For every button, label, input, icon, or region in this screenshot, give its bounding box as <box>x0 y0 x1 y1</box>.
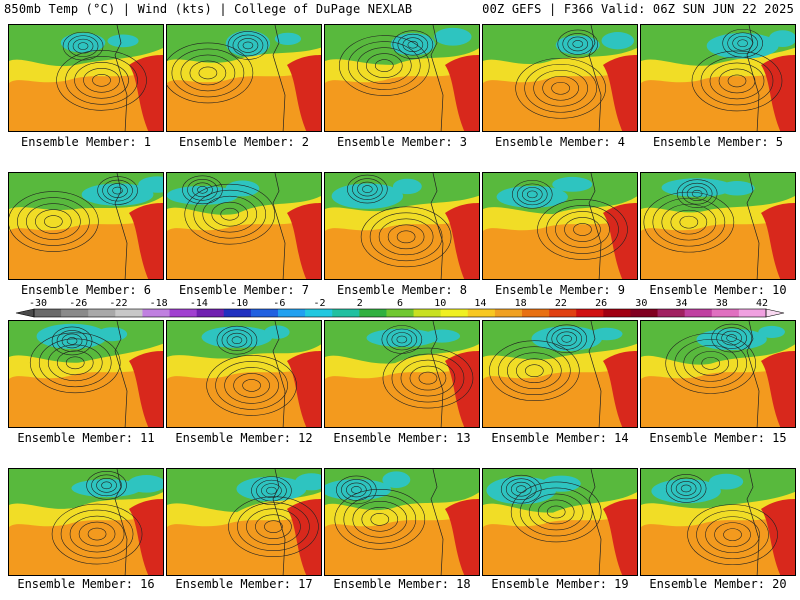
colorbar-tick-label: -26 <box>69 298 88 309</box>
colorbar-tick-label: 18 <box>514 298 527 309</box>
colorbar-min-arrow <box>15 308 35 318</box>
ensemble-map-panel <box>640 172 796 280</box>
ensemble-map-panel <box>482 468 638 576</box>
colorbar-swatch <box>332 309 360 317</box>
colorbar-tick-label: 30 <box>635 298 648 309</box>
colorbar-tick-label: -2 <box>313 298 326 309</box>
colorbar-swatch <box>196 309 225 317</box>
colorbar-tick-label: -10 <box>230 298 249 309</box>
ensemble-map-panel <box>324 24 480 132</box>
ensemble-member-label: Ensemble Member: 14 <box>491 431 629 445</box>
colorbar-max-arrow <box>765 308 785 318</box>
colorbar-tick-label: 38 <box>715 298 728 309</box>
temperature-colorbar <box>15 308 785 318</box>
ensemble-map-panel <box>640 320 796 428</box>
ensemble-map-panel <box>482 320 638 428</box>
header-title-left: 850mb Temp (°C) | Wind (kts) | College o… <box>4 2 413 16</box>
colorbar-swatch <box>522 309 550 317</box>
colorbar-tick-label: -18 <box>149 298 168 309</box>
colorbar-swatch <box>684 309 713 317</box>
ensemble-map-panel <box>324 320 480 428</box>
colorbar-swatch <box>603 309 631 317</box>
ensemble-map-panel <box>324 172 480 280</box>
colorbar-tick-label: 22 <box>554 298 567 309</box>
ensemble-map-panel <box>8 320 164 428</box>
colorbar-tick-label: 42 <box>755 298 769 309</box>
colorbar-swatch <box>223 309 252 317</box>
colorbar-tick-label: -30 <box>28 298 48 309</box>
ensemble-member-label: Ensemble Member: 6 <box>20 283 152 297</box>
colorbar-swatch <box>142 309 171 317</box>
colorbar-swatch <box>305 309 333 317</box>
ensemble-map-panel <box>166 24 322 132</box>
ensemble-member-label: Ensemble Member: 15 <box>649 431 787 445</box>
colorbar-swatch <box>576 309 604 317</box>
ensemble-member-label: Ensemble Member: 4 <box>494 135 626 149</box>
colorbar-swatch <box>467 309 496 317</box>
colorbar-swatch <box>386 309 415 317</box>
ensemble-map-panel <box>640 24 796 132</box>
colorbar-tick-label: 10 <box>434 298 447 309</box>
colorbar-tick-label: -14 <box>189 298 208 309</box>
colorbar-tick-label: -22 <box>109 298 128 309</box>
colorbar-swatch <box>711 309 740 317</box>
ensemble-member-label: Ensemble Member: 18 <box>333 577 471 591</box>
ensemble-member-label: Ensemble Member: 1 <box>20 135 152 149</box>
colorbar-swatch <box>250 309 279 317</box>
colorbar-swatch <box>440 309 469 317</box>
colorbar-swatch <box>115 309 143 317</box>
colorbar-swatch <box>738 309 767 317</box>
ensemble-map-panel <box>8 24 164 132</box>
ensemble-map-panel <box>166 468 322 576</box>
ensemble-map-panel <box>482 172 638 280</box>
colorbar-tick-label: 14 <box>474 298 487 309</box>
ensemble-map-panel <box>8 468 164 576</box>
ensemble-member-label: Ensemble Member: 11 <box>17 431 155 445</box>
ensemble-member-label: Ensemble Member: 10 <box>649 283 787 297</box>
ensemble-member-label: Ensemble Member: 17 <box>175 577 313 591</box>
ensemble-map-panel <box>166 172 322 280</box>
header-title-right: 00Z GEFS | F366 Valid: 06Z SUN JUN 22 20… <box>482 2 794 16</box>
colorbar-tick-label: 26 <box>595 298 608 309</box>
ensemble-map-panel <box>640 468 796 576</box>
colorbar-swatch <box>169 309 198 317</box>
ensemble-member-label: Ensemble Member: 20 <box>649 577 787 591</box>
colorbar-swatch <box>630 309 659 317</box>
ensemble-member-label: Ensemble Member: 19 <box>491 577 629 591</box>
ensemble-map-panel <box>324 468 480 576</box>
ensemble-member-label: Ensemble Member: 12 <box>175 431 313 445</box>
colorbar-swatch <box>413 309 442 317</box>
colorbar-swatch <box>61 309 89 317</box>
ensemble-map-panel <box>482 24 638 132</box>
colorbar-swatch <box>494 309 523 317</box>
colorbar-tick-label: 2 <box>356 298 363 309</box>
ensemble-member-label: Ensemble Member: 9 <box>494 283 626 297</box>
colorbar-swatch <box>549 309 577 317</box>
ensemble-member-label: Ensemble Member: 16 <box>17 577 155 591</box>
colorbar-swatch <box>359 309 387 317</box>
colorbar-tick-label: -6 <box>273 298 286 309</box>
ensemble-member-label: Ensemble Member: 8 <box>336 283 468 297</box>
colorbar-swatch <box>88 309 116 317</box>
ensemble-member-label: Ensemble Member: 3 <box>336 135 468 149</box>
ensemble-map-panel <box>8 172 164 280</box>
colorbar-swatch <box>657 309 686 317</box>
colorbar-swatch <box>34 309 62 317</box>
colorbar-tick-label: 6 <box>396 298 404 309</box>
colorbar-tick-label: 34 <box>675 298 688 309</box>
colorbar-swatch <box>278 309 306 317</box>
ensemble-member-label: Ensemble Member: 5 <box>652 135 784 149</box>
ensemble-map-panel <box>166 320 322 428</box>
ensemble-member-label: Ensemble Member: 7 <box>178 283 310 297</box>
ensemble-member-label: Ensemble Member: 2 <box>178 135 310 149</box>
ensemble-member-label: Ensemble Member: 13 <box>333 431 471 445</box>
